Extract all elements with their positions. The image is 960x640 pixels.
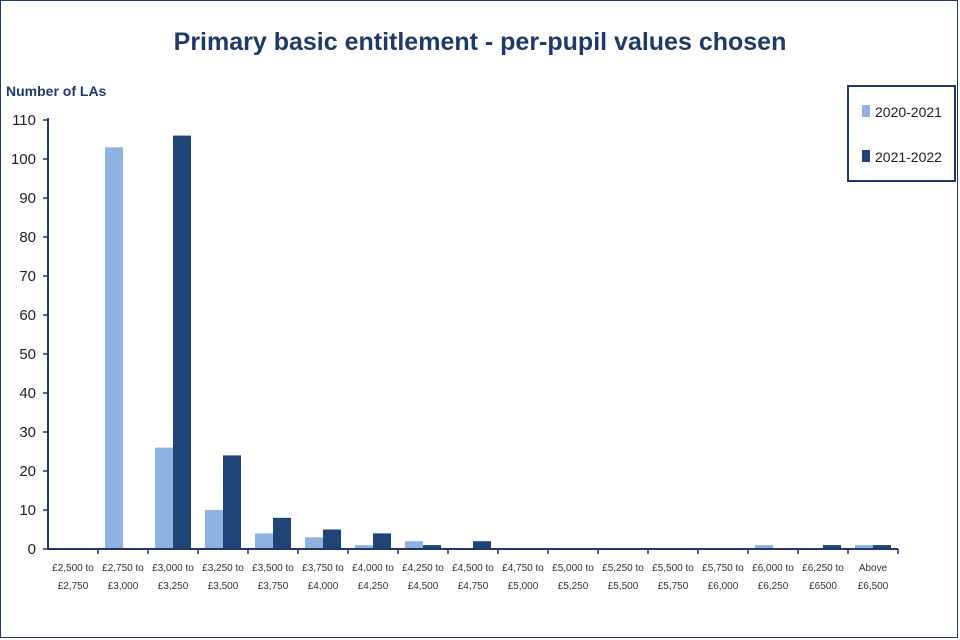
x-category-label: Above £6,500 [858,563,889,592]
x-category-label: £3,000 to £3,250 [152,563,194,592]
x-category-label: £3,500 to £3,750 [252,563,294,592]
legend-swatch-2021-2022 [862,150,870,162]
bar-2020-2021-7 [405,541,423,549]
bar-2020-2021-5 [305,537,323,549]
bar-2021-2022-7 [423,545,441,549]
y-tick-label: 60 [19,307,36,324]
y-tick-label: 80 [19,229,36,246]
bar-2020-2021-1 [105,147,123,550]
y-tick-label: 10 [19,502,36,519]
x-category-label: £4,750 to £5,000 [502,563,544,592]
x-category-label: £6,250 to £6500 [802,563,844,592]
x-category-label: £2,500 to £2,750 [52,563,94,592]
bar-2021-2022-15 [823,545,841,549]
legend-box [847,85,956,182]
bar-2020-2021-2 [155,447,173,549]
y-tick-label: 40 [19,385,36,402]
bar-2021-2022-2 [173,135,191,549]
legend-swatch-2020-2021 [862,105,870,117]
x-category-label: £4,000 to £4,250 [352,563,394,592]
x-category-label: £5,250 to £5,500 [602,563,644,592]
x-category-label: £6,000 to £6,250 [752,563,794,592]
y-axis-ticks: 0 10 20 30 40 50 60 70 80 90 100 110 [11,112,48,558]
bars-group [105,135,891,550]
chart-title: Primary basic entitlement - per-pupil va… [174,28,787,56]
y-tick-label: 100 [11,151,36,168]
bar-2021-2022-16 [873,545,891,549]
bar-2020-2021-4 [255,533,273,549]
x-category-label: £5,500 to £5,750 [652,563,694,592]
legend-label-2020-2021: 2020-2021 [875,104,942,120]
x-category-label: £3,250 to £3,500 [202,563,244,592]
x-category-label: £2,750 to £3,000 [102,563,144,592]
x-category-label: £4,500 to £4,750 [452,563,494,592]
legend-label-2021-2022: 2021-2022 [875,149,942,165]
x-category-label: £3,750 to £4,000 [302,563,344,592]
bar-2021-2022-3 [223,455,241,549]
legend: 2020-2021 2021-2022 [847,85,956,182]
bar-2020-2021-14 [755,545,773,549]
y-axis-label: Number of LAs [6,83,107,99]
y-tick-label: 0 [28,541,36,558]
bar-2020-2021-3 [205,510,223,549]
x-category-label: £5,000 to £5,250 [552,563,594,592]
bar-2020-2021-16 [855,545,873,549]
y-tick-label: 30 [19,424,36,441]
x-category-label: £5,750 to £6,000 [702,563,744,592]
bar-2021-2022-5 [323,529,341,549]
bar-2021-2022-6 [373,533,391,549]
y-tick-label: 20 [19,463,36,480]
bar-2021-2022-8 [473,541,491,549]
x-axis-categories: £2,500 to £2,750 £2,750 to £3,000 £3,000 to £… [52,549,899,592]
y-tick-label: 70 [19,268,36,285]
y-tick-label: 110 [12,112,36,129]
bar-2020-2021-6 [355,545,373,549]
y-tick-label: 90 [19,190,36,207]
x-category-label: £4,250 to £4,500 [402,563,444,592]
bar-2021-2022-4 [273,517,291,549]
y-tick-label: 50 [19,346,36,363]
